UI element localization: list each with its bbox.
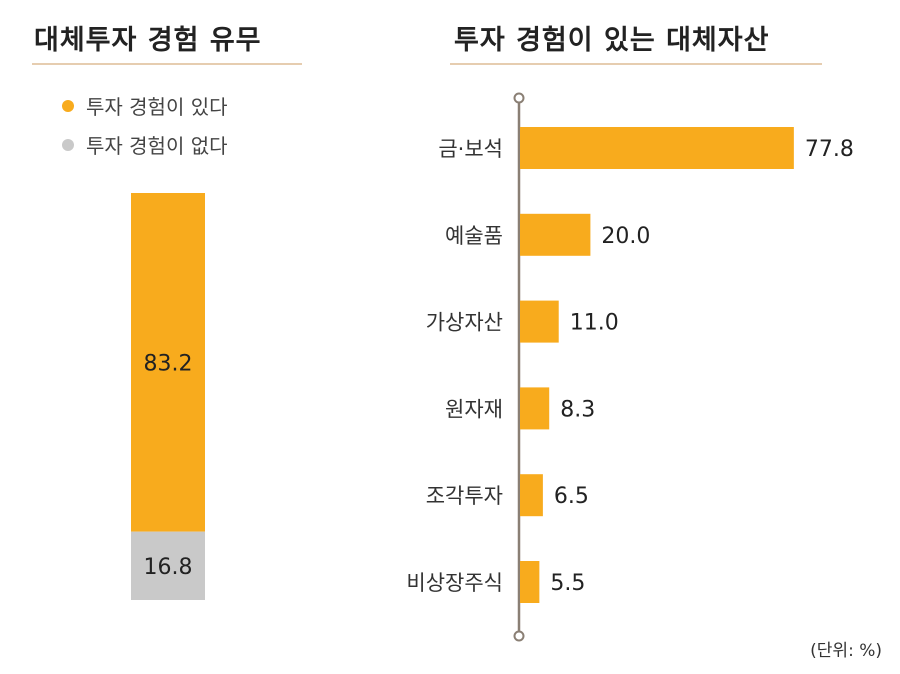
category-label: 예술품 (445, 224, 503, 248)
bar (520, 127, 794, 169)
axis-end-bottom (513, 630, 525, 642)
value-label: 77.8 (805, 137, 854, 162)
bar (520, 561, 540, 603)
category-label: 금·보석 (438, 137, 503, 161)
bar (520, 387, 550, 430)
left-title-underline (32, 63, 302, 65)
left-chart-title: 대체투자 경험 유무 (34, 25, 262, 56)
value-label: 6.5 (554, 484, 589, 509)
legend-label-yes: 투자 경험이 있다 (86, 95, 228, 119)
category-label: 원자재 (445, 397, 503, 421)
legend-item-no: 투자 경험이 없다 (62, 130, 228, 159)
legend-label-no: 투자 경험이 없다 (86, 134, 228, 158)
legend-dot-no (62, 138, 74, 151)
legend-dot-yes (62, 99, 74, 112)
axis-end-top (513, 92, 525, 104)
right-title-underline (450, 63, 822, 65)
bar (520, 300, 559, 343)
value-label: 20.0 (601, 224, 650, 249)
bar (520, 474, 543, 517)
category-label: 비상장주식 (406, 571, 503, 595)
category-label: 가상자산 (426, 311, 503, 335)
value-label: 5.5 (550, 571, 585, 596)
bar (520, 213, 591, 256)
category-label: 조각투자 (426, 484, 503, 508)
stacked-bar-label: 16.8 (144, 555, 193, 580)
unit-note: (단위: %) (810, 641, 882, 661)
stacked-bar-segment (131, 531, 205, 600)
value-label: 8.3 (560, 397, 595, 422)
legend-item-yes: 투자 경험이 있다 (62, 91, 228, 120)
value-label: 11.0 (570, 311, 619, 336)
stacked-bar-label: 83.2 (144, 351, 193, 376)
stacked-bar-segment (131, 193, 205, 532)
right-chart-title: 투자 경험이 있는 대체자산 (454, 25, 770, 56)
